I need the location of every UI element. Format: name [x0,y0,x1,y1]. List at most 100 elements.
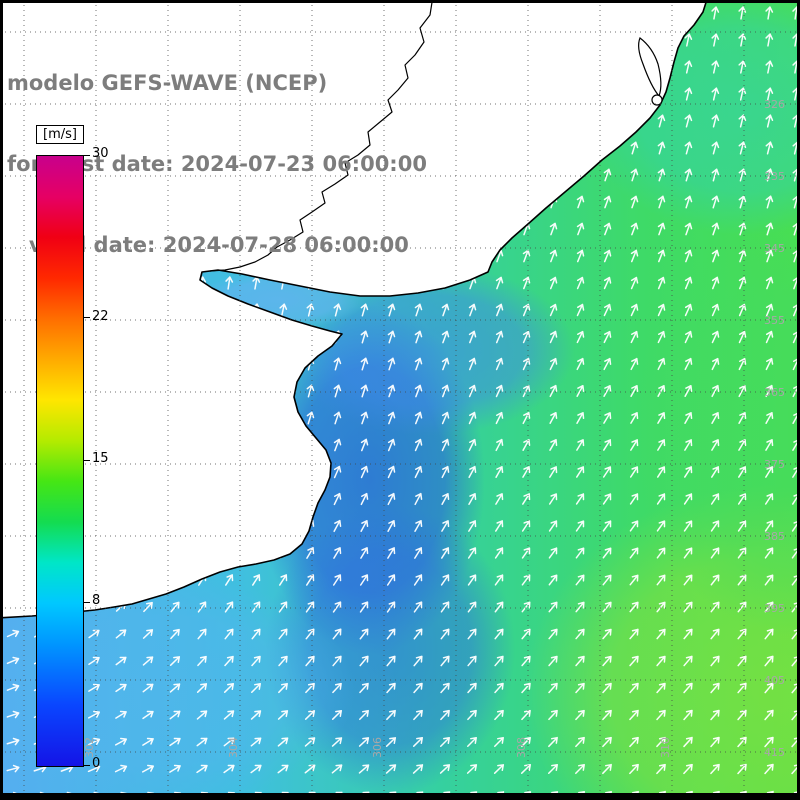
wind-arrow [765,168,774,182]
wind-arrow [169,737,181,747]
lakes [637,37,663,106]
wind-arrow [441,330,450,344]
wind-arrow [548,764,558,774]
wind-arrow [387,465,396,479]
wind-arrow [386,628,396,640]
wind-arrow [738,141,747,155]
colorbar-tick-label: 15 [92,451,109,466]
wind-arrow [549,357,558,371]
wind-arrow [575,709,585,721]
wind-arrow [6,764,20,773]
wind-arrow [765,33,774,47]
wind-arrow [683,493,693,505]
lat-label: 375 [764,458,785,471]
wind-arrow [467,601,477,613]
wind-arrow [710,493,720,505]
wind-arrow [764,520,774,532]
wind-arrow [522,466,531,478]
wind-arrow [683,547,693,559]
lon-label: 302 [83,737,96,758]
wind-arrow [142,629,154,639]
wind-arrow [630,439,639,451]
wind-arrow [521,520,531,532]
wind-arrow [657,276,666,290]
wind-arrow [468,520,477,532]
wind-arrow [360,411,369,425]
wind-arrow [630,222,639,236]
wind-arrow [197,601,207,613]
wind-arrow [386,709,396,721]
wind-arrow [684,249,693,263]
wind-arrow [278,655,288,667]
wind-arrow [630,357,639,371]
wind-arrow [738,276,747,290]
wind-arrow [385,737,397,747]
wind-arrow [737,628,747,640]
wind-arrow [684,60,693,74]
lon-label: 310 [659,737,672,758]
wind-arrow [738,466,747,478]
wind-arrow [387,492,396,506]
wind-arrow [387,520,396,532]
wind-arrow [440,628,450,640]
wind-arrow [142,710,154,720]
wind-arrow [575,655,585,667]
colorbar-tick-label: 0 [92,756,101,771]
longitude-labels: 302 304 306 308 310 [83,737,672,758]
wind-arrow [359,682,369,694]
wind-arrow [575,763,585,775]
lon-label: 308 [515,737,528,758]
wind-arrow [602,520,612,532]
wind-arrow [440,547,450,559]
wind-arrow [765,384,774,398]
wind-arrow [656,628,666,640]
wind-arrow [6,656,20,665]
lon-label: 306 [371,737,384,758]
wind-arrow [279,303,288,317]
wind-arrow [629,628,639,640]
wind-arrow [576,303,585,317]
wind-arrow [630,276,639,290]
wind-arrow [494,682,504,694]
wind-arrow [765,466,774,478]
wind-arrow [87,737,101,746]
wind-arrow [684,222,693,236]
wind-arrow [603,385,612,397]
wind-arrow [305,655,315,667]
lat-label: 415 [764,746,785,759]
wind-arrow [629,763,639,775]
wind-arrow [548,493,558,505]
wind-arrow [684,357,693,371]
colorbar: [m/s] 30 22 15 8 0 [36,125,166,785]
wind-arrow [711,87,720,101]
wind-arrow [710,736,720,748]
wind-arrow [711,276,720,290]
wind-arrow [414,357,423,371]
wind-arrow [197,655,207,667]
wind-arrow [495,384,504,398]
wind-arrow [603,412,612,424]
wind-arrow [278,628,288,640]
wind-arrow [468,493,477,505]
river [209,0,433,272]
wind-arrow [630,249,639,263]
wind-arrow [468,303,477,317]
wind-arrow [549,439,558,451]
wind-arrow [494,628,504,640]
wind-arrow [765,249,774,263]
wind-arrow [114,764,128,773]
wind-arrow [114,737,128,746]
wind-arrow [333,303,342,317]
wind-arrow [223,764,235,774]
wind-arrow [115,656,127,666]
wind-arrow [141,764,155,773]
wind-arrow [88,683,100,692]
wind-arrow [765,114,774,128]
wind-arrow [414,438,423,452]
wind-arrow [711,168,720,182]
wind-arrow [629,574,639,586]
wind-arrow [386,574,396,586]
wind-arrow [683,709,693,721]
